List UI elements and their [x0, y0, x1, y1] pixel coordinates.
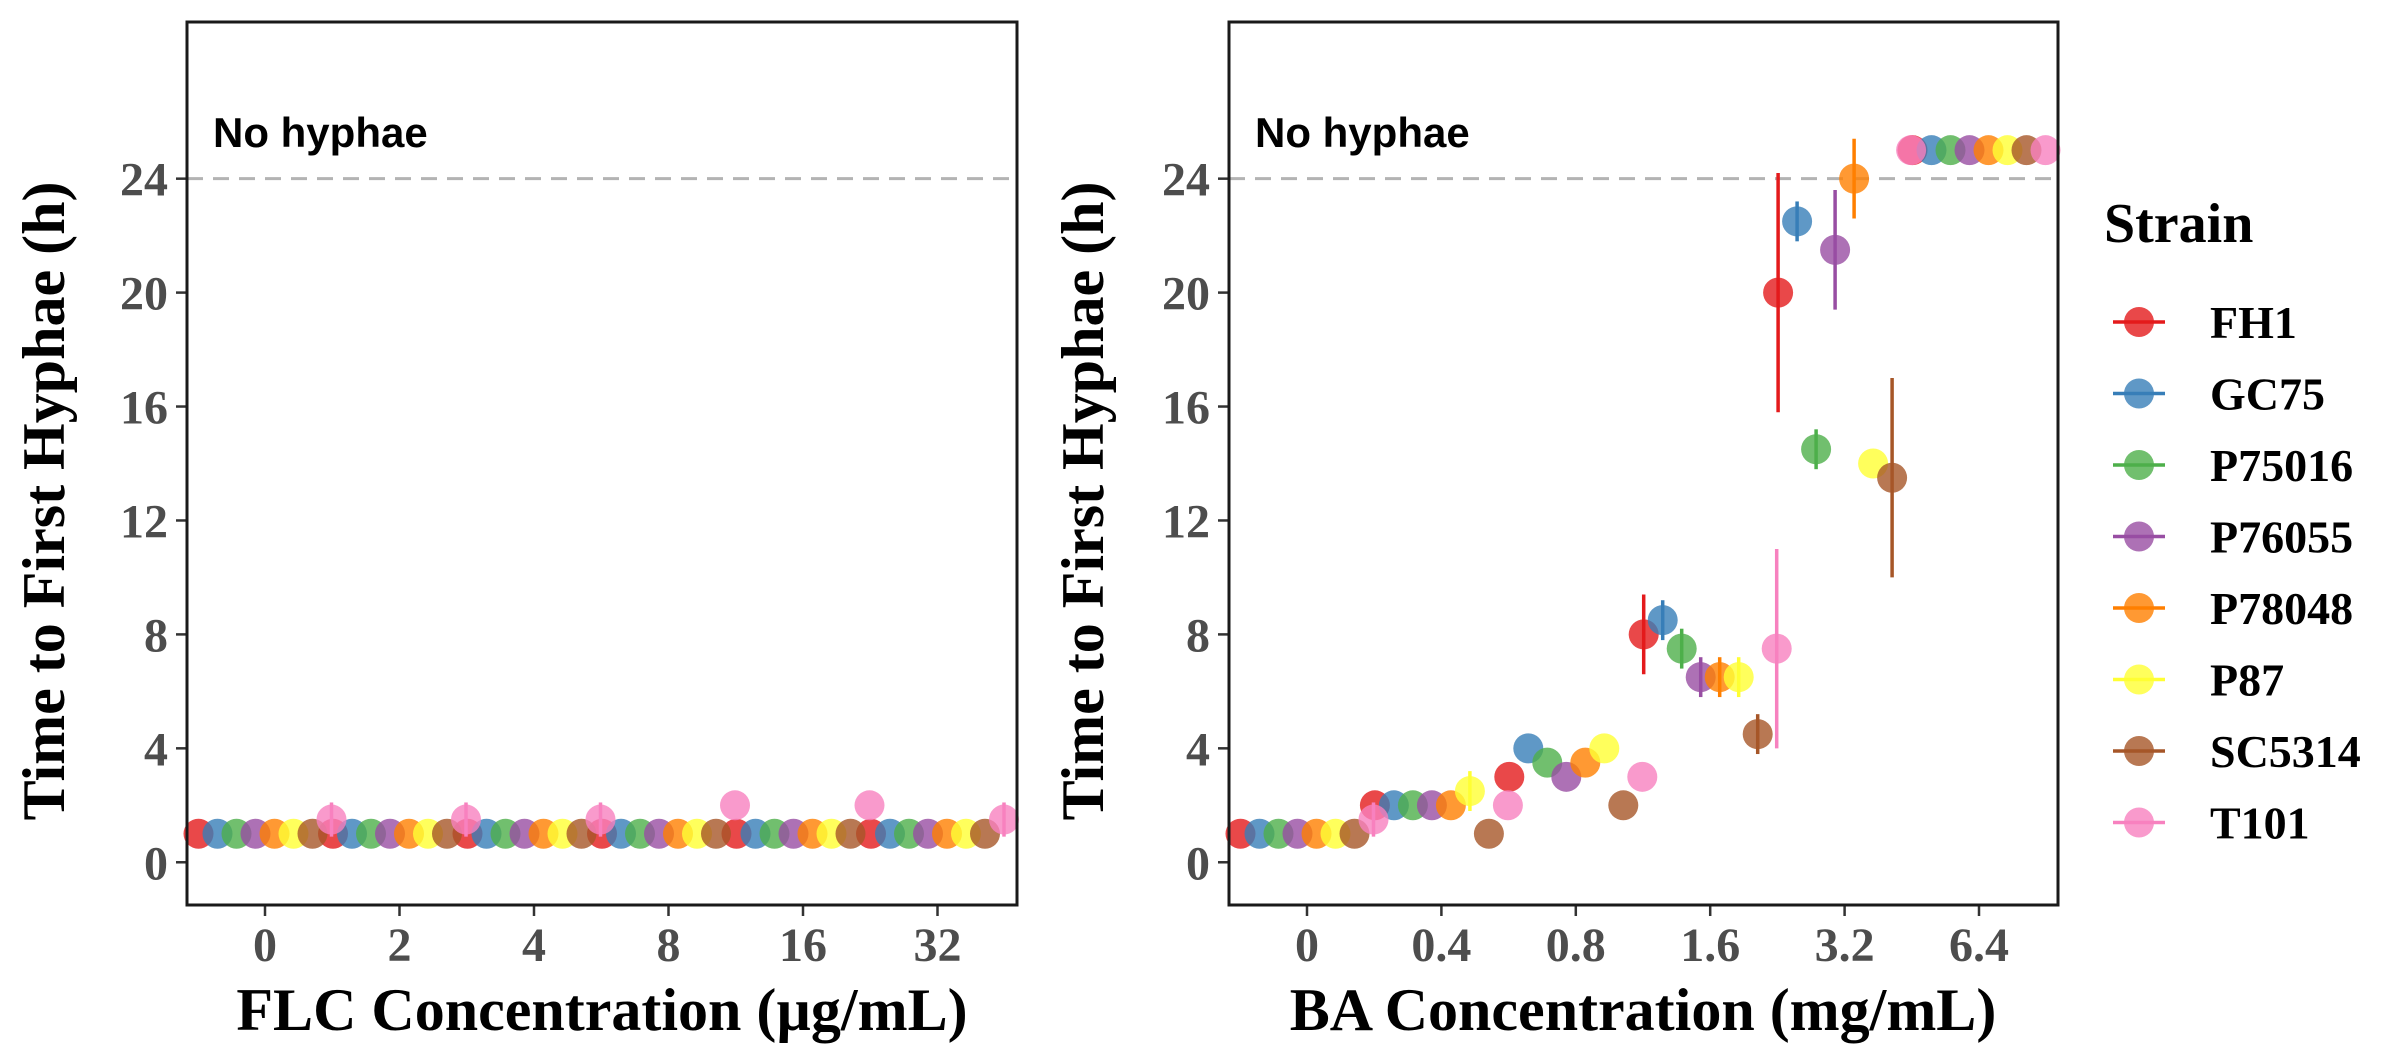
point-t101 [1896, 135, 1927, 166]
legend-key-gc75 [2124, 378, 2154, 409]
point-gc75 [1647, 605, 1678, 636]
flc-y-tick-label: 24 [120, 154, 168, 207]
ba-chart-panel: 0 4 8 12 16 20 24 0 0.4 0.8 1.6 3.2 6.4 No hyphae B… [1050, 20, 2061, 1043]
flc-x-tick-label: 4 [522, 919, 546, 972]
legend-key-p87 [2124, 664, 2154, 695]
no-hyphae-annotation: No hyphae [213, 109, 428, 156]
ba-x-tick-label: 0 [1295, 919, 1319, 972]
flc-x-tick-label: 16 [779, 919, 827, 972]
flc-y-tick-label: 20 [120, 268, 168, 321]
point-t101 [989, 804, 1019, 835]
flc-x-tick-label: 2 [388, 919, 412, 972]
point-p76055 [1820, 234, 1851, 265]
point-t101 [1761, 633, 1792, 664]
legend: Strain FH1 GC75 P75016 P76055 P78048 P87 SC531… [2104, 193, 2361, 849]
point-sc5314 [1473, 818, 1504, 849]
legend-key-p78048 [2124, 593, 2154, 623]
flc-y-tick-label: 0 [144, 837, 168, 890]
ba-y-tick-label: 16 [1162, 382, 1210, 435]
point-p75016 [1801, 434, 1832, 465]
legend-key-fh1 [2124, 307, 2154, 337]
point-t101 [720, 790, 750, 821]
ba-y-tick-label: 0 [1186, 837, 1210, 890]
ba-panel-border [1227, 20, 2060, 907]
ba-y-axis-title: Time to First Hyphae (h) [1050, 182, 1116, 821]
legend-label-fh1: FH1 [2210, 297, 2297, 348]
ba-x-axis-title: BA Concentration (mg/mL) [1290, 977, 1997, 1043]
point-gc75 [1782, 206, 1813, 237]
point-p87 [1589, 733, 1620, 764]
legend-title: Strain [2104, 193, 2253, 255]
flc-x-tick-label: 0 [253, 919, 277, 972]
point-t101 [585, 804, 616, 835]
point-t101 [2030, 135, 2061, 166]
ba-y-tick-label: 4 [1186, 723, 1210, 776]
no-hyphae-annotation: No hyphae [1255, 109, 1470, 156]
point-t101 [1358, 804, 1389, 835]
point-sc5314 [1608, 790, 1639, 821]
point-p78048 [1839, 163, 1870, 194]
point-t101 [451, 804, 481, 835]
flc-x-tick-label: 8 [657, 919, 681, 972]
legend-key-p75016 [2124, 450, 2154, 480]
flc-y-tick-label: 8 [144, 609, 168, 662]
flc-y-tick-label: 16 [120, 382, 168, 435]
point-sc5314 [1877, 462, 1908, 493]
flc-y-axis-title: Time to First Hyphae (h) [11, 182, 77, 821]
legend-label-gc75: GC75 [2210, 369, 2325, 420]
flc-panel-border [185, 20, 1019, 907]
ba-y-tick-label: 24 [1162, 154, 1210, 207]
legend-label-p87: P87 [2210, 655, 2284, 706]
legend-label-t101: T101 [2210, 798, 2310, 849]
ba-y-tick-label: 12 [1162, 495, 1210, 548]
ba-y-tick-label: 20 [1162, 268, 1210, 321]
point-p87 [1723, 662, 1754, 693]
point-sc5314 [1742, 719, 1773, 750]
legend-key-p76055 [2124, 521, 2154, 552]
point-t101 [316, 804, 347, 835]
ba-x-tick-label: 0.8 [1546, 919, 1606, 972]
flc-y-tick-label: 12 [120, 495, 168, 548]
ba-x-tick-label: 0.4 [1411, 919, 1471, 972]
point-t101 [854, 790, 885, 821]
ba-x-tick-label: 6.4 [1949, 919, 2009, 972]
legend-label-p78048: P78048 [2210, 583, 2353, 634]
point-fh1 [1494, 761, 1525, 792]
legend-key-t101 [2124, 807, 2154, 838]
point-sc5314 [835, 818, 866, 849]
point-p75016 [1666, 633, 1697, 664]
ba-y-tick-label: 8 [1186, 609, 1210, 662]
legend-label-sc5314: SC5314 [2210, 726, 2361, 777]
ba-x-tick-label: 3.2 [1815, 919, 1875, 972]
legend-key-sc5314 [2124, 736, 2154, 766]
ba-x-tick-label: 1.6 [1680, 919, 1740, 972]
flc-x-tick-label: 32 [914, 919, 962, 972]
legend-label-p76055: P76055 [2210, 512, 2353, 563]
point-fh1 [1763, 277, 1794, 308]
point-t101 [1627, 761, 1658, 792]
flc-y-tick-label: 4 [144, 723, 168, 776]
point-p87 [1454, 776, 1485, 807]
legend-label-p75016: P75016 [2210, 440, 2353, 491]
point-t101 [1492, 790, 1523, 821]
point-sc5314 [701, 818, 731, 849]
flc-x-axis-title: FLC Concentration (µg/mL) [236, 977, 967, 1043]
